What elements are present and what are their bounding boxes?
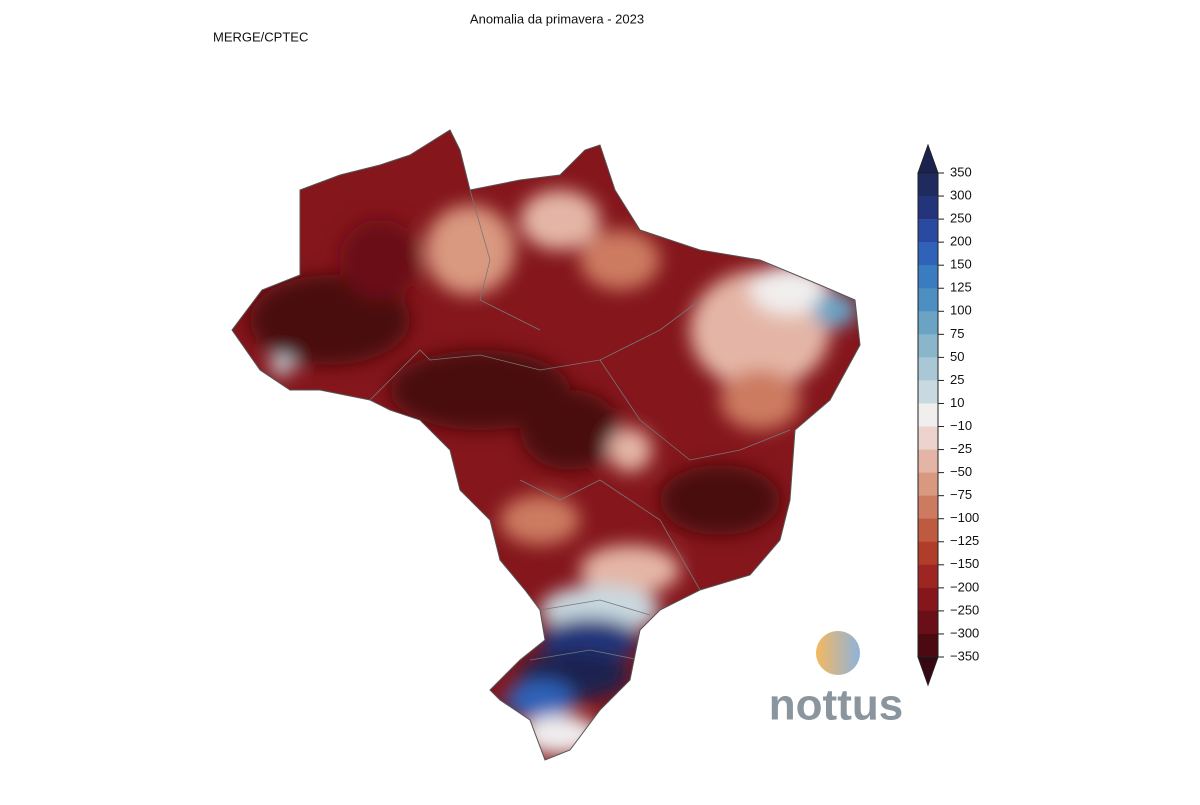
colorbar-tick-label: 125 (950, 280, 972, 295)
colorbar-tick-label: −50 (950, 464, 972, 479)
colorbar-tick-label: −10 (950, 418, 972, 433)
colorbar-bin (918, 495, 938, 520)
colorbar-bin (918, 403, 938, 427)
source-label: MERGE/CPTEC (213, 29, 308, 44)
colorbar-extension-bottom (917, 656, 939, 687)
colorbar-tick-label: −100 (950, 510, 979, 525)
anomaly-field (232, 130, 860, 760)
colorbar-bin (918, 610, 938, 635)
colorbar-extension-top (917, 143, 939, 174)
logo-icon (816, 631, 860, 675)
colorbar-tick-label: −25 (950, 441, 972, 456)
colorbar-tick-label: 150 (950, 257, 972, 272)
colorbar-bin (918, 541, 938, 566)
colorbar-tick-label: −350 (950, 648, 979, 663)
colorbar-tick-label: 25 (950, 372, 964, 387)
colorbar-tick-label: 75 (950, 326, 964, 341)
colorbar-tick-label: −300 (950, 625, 979, 640)
map-title: Anomalia da primavera - 2023 (470, 11, 644, 26)
colorbar-bin (918, 265, 938, 289)
colorbar-tick-label: 100 (950, 303, 972, 318)
colorbar-bin (918, 311, 938, 335)
colorbar-frame (917, 172, 939, 658)
colorbar-tick-label: −125 (950, 533, 979, 548)
colorbar-bin (918, 219, 938, 243)
colorbar-bin (918, 173, 938, 197)
colorbar-tick-label: −200 (950, 579, 979, 594)
colorbar-bin (918, 380, 938, 404)
colorbar-tick-label: 200 (950, 234, 972, 249)
colorbar-bin (918, 518, 938, 543)
colorbar-bin (918, 288, 938, 312)
colorbar-bin (918, 426, 938, 450)
colorbar-bin (918, 472, 938, 496)
colorbar-tick-label: −150 (950, 556, 979, 571)
colorbar-bin (918, 242, 938, 266)
colorbar-tick-label: −250 (950, 602, 979, 617)
colorbar-tick-label: 350 (950, 164, 972, 179)
colorbar-tick-label: 10 (950, 395, 964, 410)
colorbar-bin (918, 357, 938, 381)
colorbar: 350 300 250 200 150 125 100 75 50 25 10 −10 −25 −50 −7… (917, 143, 979, 687)
logo-text: nottus (769, 681, 903, 730)
colorbar-bin (918, 334, 938, 358)
colorbar-bin (918, 196, 938, 220)
colorbar-tick-label: 50 (950, 349, 964, 364)
colorbar-tick-label: 250 (950, 211, 972, 226)
colorbar-bin (918, 449, 938, 473)
colorbar-tick-label: 300 (950, 187, 972, 202)
colorbar-bin (918, 633, 938, 658)
colorbar-tick-label: −75 (950, 487, 972, 502)
colorbar-bin (918, 587, 938, 612)
colorbar-bin (918, 564, 938, 589)
